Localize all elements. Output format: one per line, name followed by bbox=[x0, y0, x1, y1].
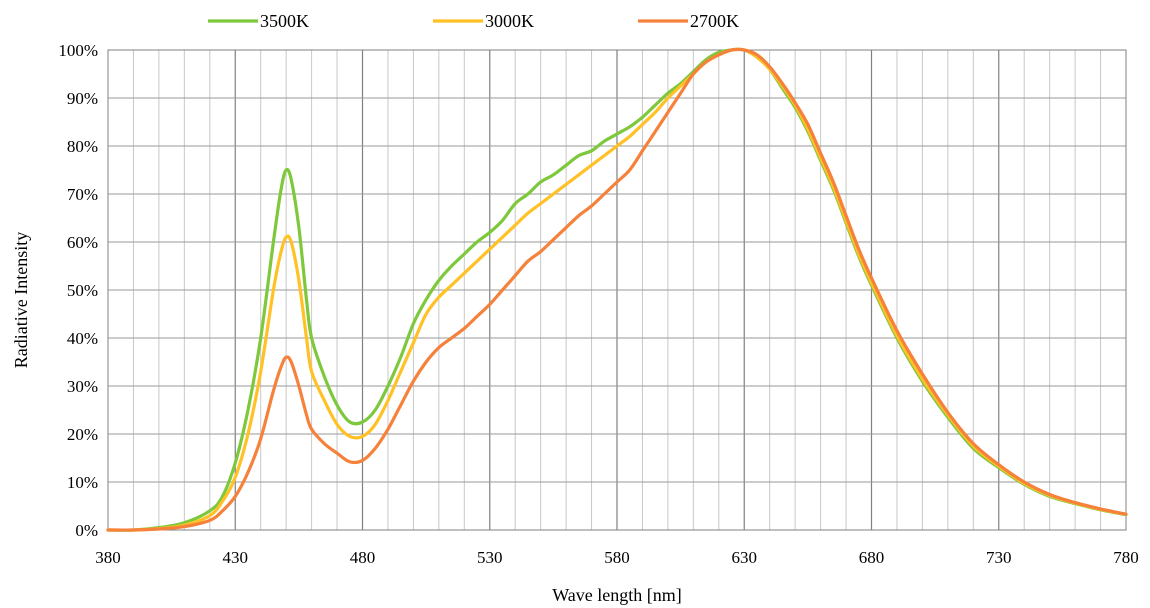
series-lines bbox=[106, 47, 1128, 532]
y-tick-label: 10% bbox=[67, 473, 98, 492]
x-tick-label: 680 bbox=[859, 548, 885, 567]
y-tick-label: 20% bbox=[67, 425, 98, 444]
series-line-2 bbox=[106, 47, 1128, 532]
legend-label-1: 3000K bbox=[485, 11, 534, 31]
x-tick-label: 730 bbox=[986, 548, 1012, 567]
x-axis-title: Wave length [nm] bbox=[552, 585, 682, 605]
y-tick-label: 100% bbox=[58, 41, 98, 60]
x-tick-label: 530 bbox=[477, 548, 503, 567]
legend-label-0: 3500K bbox=[260, 11, 309, 31]
x-tick-label: 630 bbox=[732, 548, 758, 567]
x-tick-label: 580 bbox=[604, 548, 630, 567]
y-axis-title: Radiative Intensity bbox=[11, 232, 31, 368]
x-axis-ticks: 380 430 480 530 580 630 680 730 780 bbox=[95, 548, 1139, 567]
y-tick-label: 40% bbox=[67, 329, 98, 348]
x-tick-label: 780 bbox=[1113, 548, 1139, 567]
y-tick-label: 50% bbox=[67, 281, 98, 300]
x-tick-label: 430 bbox=[223, 548, 249, 567]
plot-area-border bbox=[107, 49, 1127, 531]
legend: 3500K 3000K 2700K bbox=[208, 11, 739, 31]
y-tick-label: 70% bbox=[67, 185, 98, 204]
series-line-1 bbox=[106, 47, 1128, 532]
y-tick-label: 80% bbox=[67, 137, 98, 156]
legend-label-2: 2700K bbox=[690, 11, 739, 31]
y-tick-label: 60% bbox=[67, 233, 98, 252]
y-tick-label: 30% bbox=[67, 377, 98, 396]
y-tick-label: 90% bbox=[67, 89, 98, 108]
x-tick-label: 380 bbox=[95, 548, 121, 567]
y-axis-ticks: 0% 10% 20% 30% 40% 50% 60% 70% 80% 90% 100% bbox=[58, 41, 98, 540]
y-tick-label: 0% bbox=[75, 521, 98, 540]
grid bbox=[108, 50, 1126, 530]
x-tick-label: 480 bbox=[350, 548, 376, 567]
